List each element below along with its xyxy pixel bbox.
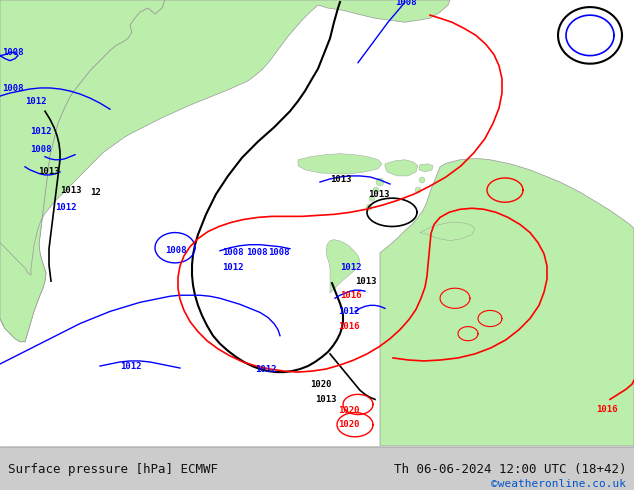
- Text: 1008: 1008: [165, 246, 186, 255]
- Text: 1012: 1012: [120, 362, 141, 370]
- Text: 1020: 1020: [310, 380, 332, 389]
- Polygon shape: [326, 240, 360, 293]
- Text: 1008: 1008: [246, 248, 268, 257]
- Polygon shape: [376, 178, 384, 186]
- Polygon shape: [420, 222, 475, 241]
- Text: 1008: 1008: [222, 248, 243, 257]
- Text: 1012: 1012: [340, 264, 361, 272]
- Polygon shape: [0, 0, 165, 342]
- Text: 1012: 1012: [338, 307, 359, 316]
- Polygon shape: [415, 187, 421, 193]
- Text: 1016: 1016: [338, 322, 359, 331]
- Text: 1008: 1008: [2, 48, 23, 57]
- Polygon shape: [373, 187, 379, 193]
- Text: 12: 12: [90, 188, 101, 196]
- Polygon shape: [419, 177, 425, 183]
- Polygon shape: [0, 0, 450, 342]
- Text: 1012: 1012: [255, 365, 276, 373]
- Text: 1008: 1008: [268, 248, 290, 257]
- Text: 1008: 1008: [395, 0, 417, 6]
- Text: Th 06-06-2024 12:00 UTC (18+42): Th 06-06-2024 12:00 UTC (18+42): [394, 463, 626, 476]
- Text: 1013: 1013: [60, 186, 82, 195]
- Text: Surface pressure [hPa] ECMWF: Surface pressure [hPa] ECMWF: [8, 463, 217, 476]
- Polygon shape: [369, 195, 375, 201]
- Text: 1013: 1013: [38, 168, 60, 176]
- Polygon shape: [419, 164, 433, 172]
- Text: 1013: 1013: [315, 395, 337, 404]
- Text: 1016: 1016: [596, 405, 618, 414]
- Polygon shape: [385, 160, 418, 176]
- Text: 1013: 1013: [355, 276, 377, 286]
- Polygon shape: [298, 154, 382, 174]
- Polygon shape: [366, 204, 372, 210]
- Text: 1016: 1016: [340, 291, 361, 300]
- Text: 1008: 1008: [30, 145, 51, 154]
- Text: 1012: 1012: [25, 97, 46, 106]
- Text: 1013: 1013: [330, 175, 351, 184]
- Text: 1020: 1020: [338, 406, 359, 415]
- Text: 1012: 1012: [55, 203, 77, 212]
- Text: 1012: 1012: [30, 127, 51, 136]
- Text: 1008: 1008: [2, 84, 23, 94]
- Text: 1013: 1013: [368, 190, 389, 198]
- Text: ©weatheronline.co.uk: ©weatheronline.co.uk: [491, 479, 626, 489]
- Text: 1012: 1012: [222, 264, 243, 272]
- Polygon shape: [380, 159, 634, 446]
- Text: 1020: 1020: [338, 420, 359, 429]
